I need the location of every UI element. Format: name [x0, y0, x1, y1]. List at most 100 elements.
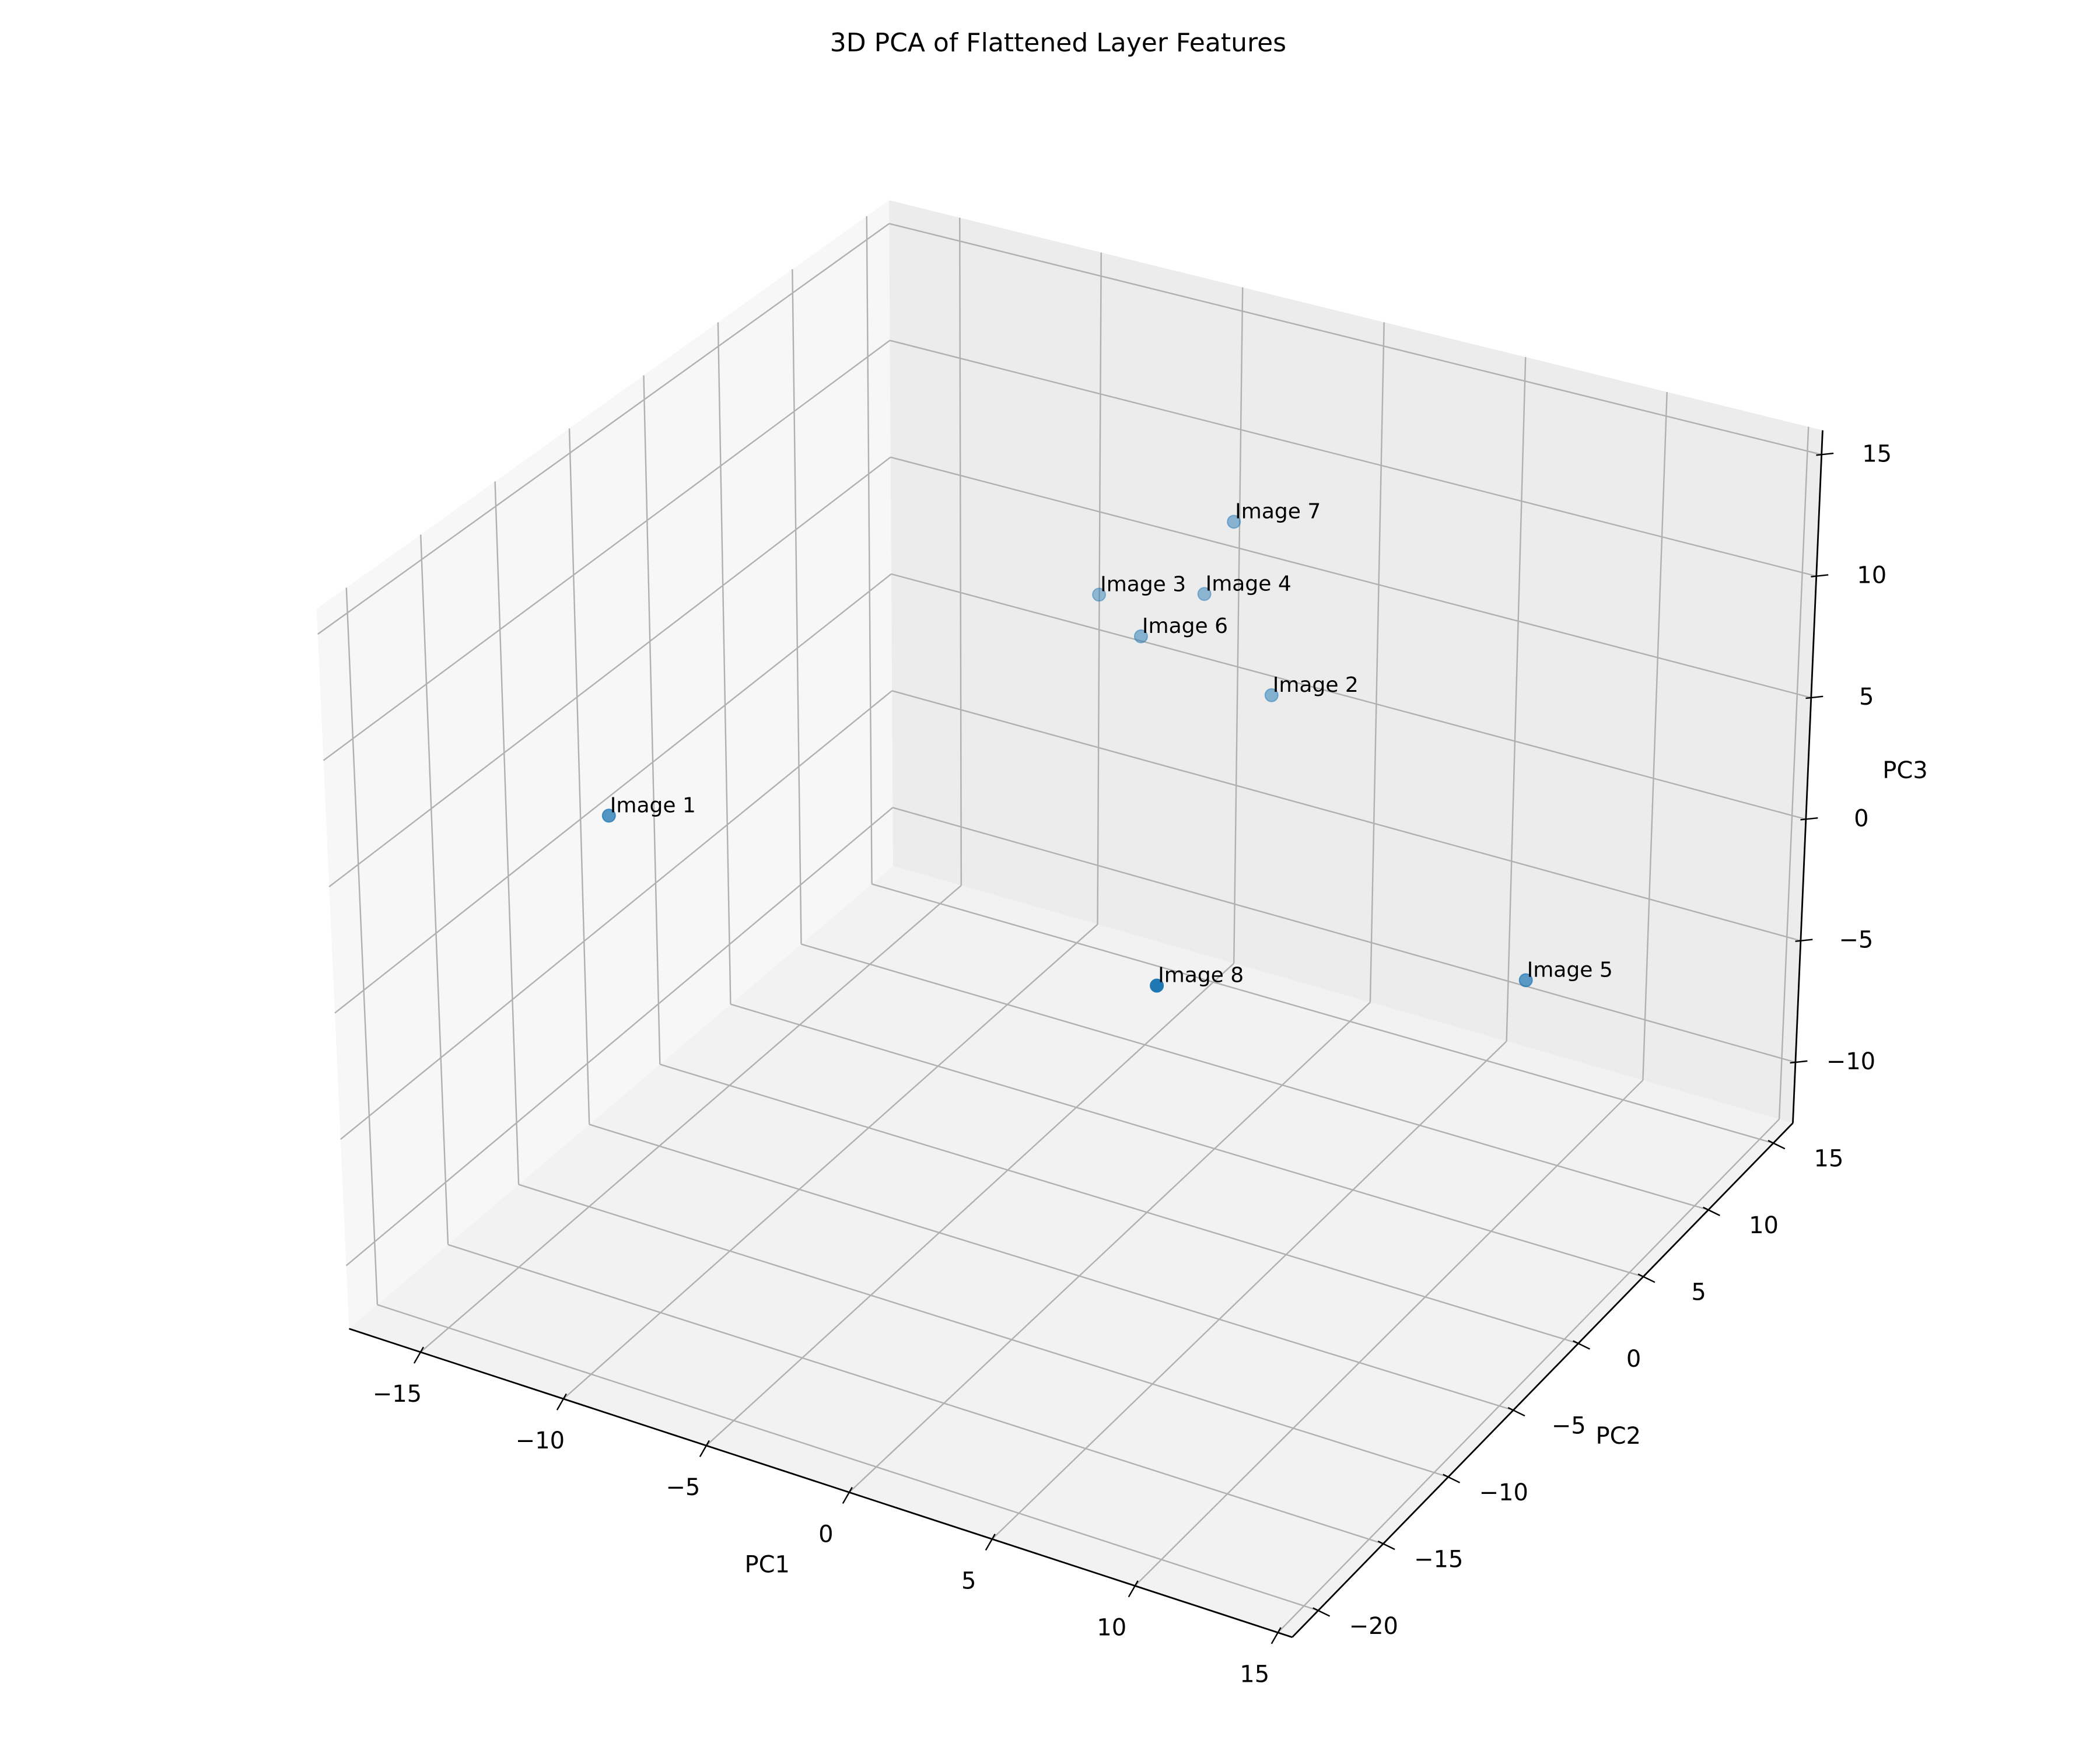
y-tick-mark	[1637, 1273, 1656, 1283]
grid-line-x-floor	[849, 1002, 1371, 1493]
grid-line-y-floor	[659, 1063, 1578, 1345]
z-tick-label: −5	[1839, 927, 1873, 954]
x-tick-label: 0	[818, 1521, 833, 1548]
grid-line-z-left	[328, 456, 891, 888]
grid-line-x-back	[1778, 426, 1810, 1119]
z-tick-mark	[1790, 1060, 1808, 1064]
z-tick-label: 15	[1862, 440, 1892, 467]
x-axis-label: PC1	[744, 1551, 790, 1578]
grid-line-y-floor	[377, 1304, 1319, 1612]
grid-line-y-left	[717, 322, 732, 1005]
floor-pane	[349, 866, 1793, 1637]
x-tick-label: 10	[1097, 1615, 1126, 1642]
grid-line-x-floor	[563, 923, 1098, 1399]
back-pane	[888, 200, 1823, 1124]
x-tick-mark	[556, 1393, 567, 1410]
z-tick-label: 5	[1859, 684, 1874, 710]
z-tick-mark	[1795, 939, 1813, 942]
y-tick-mark	[1377, 1540, 1395, 1550]
grid-line-x-floor	[991, 1041, 1507, 1540]
x-tick-mark	[1270, 1627, 1282, 1644]
z-axis-line	[1792, 430, 1824, 1124]
grid-line-x-back	[959, 218, 962, 886]
grid-line-y-floor	[730, 1003, 1644, 1278]
y-tick-label: 10	[1749, 1212, 1779, 1239]
grid-line-x-floor	[1277, 1118, 1780, 1633]
left-pane	[316, 200, 893, 1329]
x-tick-label: −5	[666, 1474, 700, 1501]
y-tick-label: 0	[1626, 1346, 1641, 1373]
y-axis-label: PC2	[1595, 1423, 1641, 1450]
z-tick-mark	[1800, 817, 1818, 821]
z-tick-label: 10	[1857, 562, 1887, 589]
x-tick-label: −10	[516, 1427, 565, 1454]
x-tick-mark	[699, 1440, 710, 1457]
y-tick-mark	[1573, 1340, 1590, 1350]
point-label: Image 3	[1100, 572, 1186, 596]
grid-line-x-back	[1642, 391, 1668, 1080]
y-axis-line	[1292, 1122, 1794, 1638]
z-tick-mark	[1805, 695, 1824, 699]
z-tick-label: 0	[1854, 805, 1868, 832]
data-point	[1197, 587, 1212, 601]
data-point	[1518, 973, 1533, 988]
z-tick-label: −10	[1826, 1048, 1875, 1075]
grid-line-z-back	[888, 223, 1822, 456]
grid-line-y-left	[643, 375, 661, 1065]
grid-line-x-back	[1233, 287, 1244, 964]
grid-line-y-left	[494, 481, 520, 1185]
grid-line-y-floor	[447, 1244, 1384, 1545]
point-label: Image 7	[1235, 499, 1321, 523]
x-tick-label: −15	[373, 1381, 422, 1408]
x-tick-label: 15	[1240, 1661, 1269, 1688]
data-points: Image 1 Image 2 Image 3 Image 4 Image 5 Image…	[601, 499, 1613, 993]
data-point	[1264, 688, 1279, 702]
y-tick-label: 15	[1814, 1146, 1844, 1172]
x-tick-mark	[413, 1346, 424, 1364]
grid-line-z-left	[340, 690, 892, 1140]
data-point	[1133, 629, 1148, 643]
grid-lines	[317, 216, 1822, 1633]
grid-line-z-back	[891, 573, 1807, 820]
axis-panes	[316, 200, 1823, 1637]
y-tick-label: −10	[1479, 1479, 1528, 1506]
grid-line-y-left	[568, 428, 590, 1125]
data-point	[1150, 978, 1164, 993]
grid-line-z-back	[892, 807, 1796, 1063]
y-tick-mark	[1443, 1474, 1461, 1483]
z-tick-mark	[1811, 574, 1829, 578]
data-point	[1092, 587, 1107, 602]
y-tick-label: 5	[1691, 1279, 1706, 1306]
grid-line-y-left	[792, 269, 802, 944]
z-tick-mark	[1816, 452, 1834, 456]
grid-line-x-back	[1506, 357, 1527, 1042]
x-tick-label: 5	[961, 1567, 976, 1594]
grid-line-y-floor	[801, 943, 1709, 1211]
point-label: Image 5	[1527, 958, 1613, 982]
grid-line-y-left	[345, 587, 379, 1305]
grid-line-z-left	[317, 223, 890, 635]
grid-line-z-back	[891, 690, 1801, 942]
point-label: Image 6	[1142, 614, 1228, 638]
grid-line-z-back	[890, 456, 1812, 699]
point-label: Image 2	[1273, 673, 1359, 697]
x-tick-mark	[842, 1486, 853, 1504]
y-tick-mark	[1768, 1140, 1786, 1150]
grid-line-y-floor	[872, 883, 1774, 1144]
grid-line-x-back	[1097, 252, 1102, 925]
y-tick-mark	[1703, 1206, 1720, 1216]
grid-line-x-floor	[420, 885, 962, 1353]
data-point	[1227, 514, 1241, 529]
grid-line-y-floor	[589, 1124, 1514, 1411]
grid-line-y-floor	[518, 1184, 1449, 1478]
grid-line-z-back	[890, 340, 1817, 577]
grid-line-z-left	[345, 807, 894, 1266]
y-tick-label: −15	[1414, 1546, 1463, 1573]
y-tick-label: −20	[1349, 1613, 1398, 1640]
data-point	[601, 808, 616, 823]
x-tick-mark	[985, 1534, 996, 1551]
grid-line-y-left	[419, 534, 449, 1245]
point-label: Image 8	[1158, 964, 1244, 988]
grid-line-z-left	[334, 573, 892, 1014]
y-tick-label: −5	[1552, 1412, 1586, 1439]
